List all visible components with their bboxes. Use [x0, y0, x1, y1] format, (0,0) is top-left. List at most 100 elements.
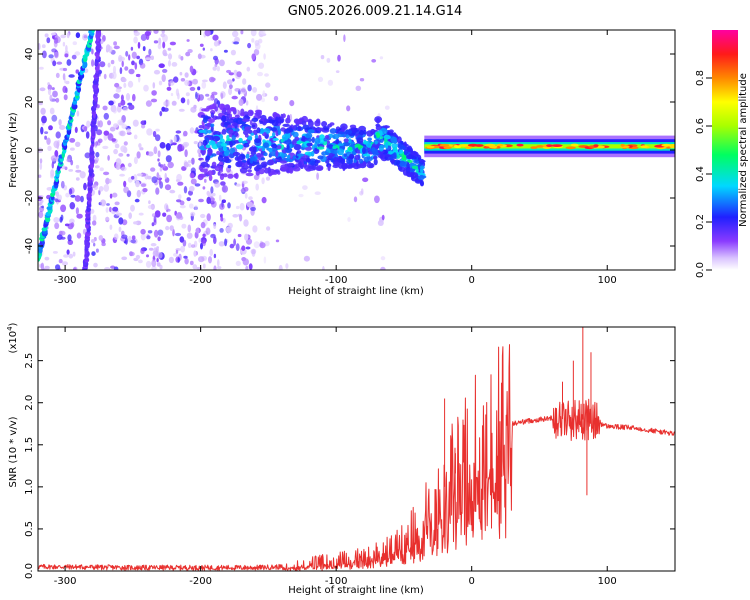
- band-cell: [362, 153, 371, 157]
- steady-line-hot: [546, 144, 553, 148]
- noise-cell: [186, 232, 193, 239]
- noise-cell: [179, 205, 186, 209]
- noise-cell: [62, 85, 67, 93]
- band-cell: [367, 156, 373, 161]
- noise-cell: [113, 41, 117, 46]
- noise-cell: [166, 86, 172, 91]
- noise-cell: [47, 84, 53, 91]
- noise-cell: [379, 56, 384, 60]
- noise-cell: [64, 166, 68, 171]
- y-tick-label: 0.0: [24, 563, 35, 579]
- noise-cell: [163, 163, 166, 169]
- band-cell: [251, 124, 256, 128]
- noise-cell: [189, 260, 194, 266]
- noise-cell: [72, 41, 78, 46]
- noise-cell: [99, 167, 104, 172]
- band-cell: [197, 174, 204, 181]
- noise-cell: [117, 102, 122, 107]
- noise-cell: [241, 86, 247, 95]
- noise-cell: [125, 93, 131, 101]
- noise-cell: [120, 99, 126, 106]
- noise-cell: [162, 68, 168, 73]
- noise-cell: [55, 97, 60, 103]
- noise-cell: [151, 176, 158, 184]
- band-cell: [348, 138, 352, 144]
- band-cell: [294, 163, 300, 169]
- noise-cell: [95, 248, 99, 253]
- band-cell: [235, 144, 244, 150]
- noise-cell: [69, 218, 75, 224]
- band-cell: [253, 161, 260, 165]
- figure-title: GN05.2026.009.21.14.G14: [288, 4, 463, 19]
- noise-cell: [218, 241, 225, 247]
- noise-cell: [206, 213, 211, 222]
- band-cell: [411, 165, 419, 170]
- y-tick-label: 0: [24, 147, 35, 153]
- noise-cell: [137, 41, 141, 49]
- noise-cell: [153, 247, 158, 255]
- y-tick-label: 1.5: [24, 437, 35, 453]
- noise-cell: [289, 100, 295, 107]
- band-cell: [215, 116, 222, 120]
- noise-cell: [91, 251, 96, 256]
- noise-cell: [107, 62, 111, 68]
- noise-cell: [235, 183, 241, 187]
- noise-cell: [75, 69, 80, 74]
- band-cell: [243, 142, 250, 148]
- band-cell: [226, 134, 230, 141]
- noise-cell: [273, 95, 279, 102]
- noise-cell: [202, 233, 206, 238]
- noise-cell: [39, 202, 43, 206]
- noise-cell: [114, 143, 120, 149]
- noise-cell: [208, 256, 212, 264]
- noise-cell: [150, 167, 156, 172]
- noise-cell: [210, 200, 217, 208]
- noise-cell: [154, 210, 161, 218]
- noise-cell: [161, 74, 166, 82]
- noise-cell: [141, 124, 146, 129]
- noise-cell: [113, 148, 118, 155]
- band-cell: [306, 142, 313, 147]
- band-cell: [405, 167, 411, 174]
- noise-cell: [157, 252, 163, 259]
- noise-cell: [202, 239, 206, 247]
- noise-cell: [40, 107, 46, 115]
- noise-cell: [151, 222, 155, 227]
- noise-cell: [148, 247, 154, 251]
- noise-cell: [125, 50, 129, 57]
- noise-cell: [38, 174, 42, 178]
- noise-cell: [346, 105, 351, 112]
- band-cell: [333, 161, 340, 167]
- noise-cell: [70, 147, 75, 151]
- noise-cell: [263, 256, 267, 264]
- noise-cell: [175, 212, 182, 219]
- noise-cell: [91, 48, 94, 55]
- noise-cell: [189, 65, 194, 73]
- noise-cell: [98, 186, 104, 192]
- x-tick-label: -200: [189, 576, 212, 587]
- noise-cell: [169, 225, 174, 232]
- noise-cell: [164, 172, 167, 180]
- noise-cell: [186, 98, 190, 106]
- noise-cell: [151, 90, 157, 96]
- noise-cell: [265, 176, 271, 181]
- noise-cell: [80, 195, 84, 203]
- noise-cell: [109, 224, 113, 230]
- noise-cell: [157, 229, 164, 236]
- noise-cell: [140, 34, 147, 41]
- noise-cell: [235, 205, 240, 210]
- x-tick-label: 0: [469, 576, 475, 587]
- noise-cell: [222, 81, 227, 89]
- band-cell: [205, 155, 211, 161]
- band-cell: [280, 113, 284, 120]
- noise-cell: [140, 228, 146, 235]
- noise-cell: [178, 108, 185, 112]
- band-cell: [252, 146, 257, 153]
- noise-cell: [167, 99, 170, 107]
- band-cell: [378, 144, 384, 152]
- noise-cell: [55, 72, 60, 79]
- band-cell: [296, 141, 302, 145]
- noise-cell: [49, 107, 55, 115]
- y-tick-label: 0.5: [24, 521, 35, 537]
- noise-cell: [232, 78, 235, 82]
